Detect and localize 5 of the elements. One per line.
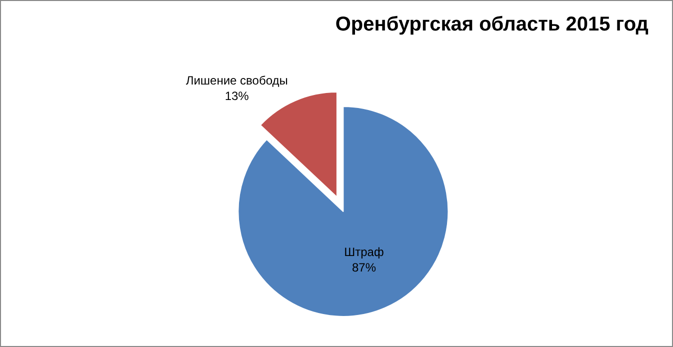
data-label: 87% bbox=[352, 260, 376, 274]
data-label: 13% bbox=[224, 88, 250, 103]
text: Оренбургская область 2015 год bbox=[335, 14, 649, 36]
slice-label: Штраф bbox=[344, 244, 384, 259]
slice-label: Лишение свободы bbox=[186, 73, 288, 88]
